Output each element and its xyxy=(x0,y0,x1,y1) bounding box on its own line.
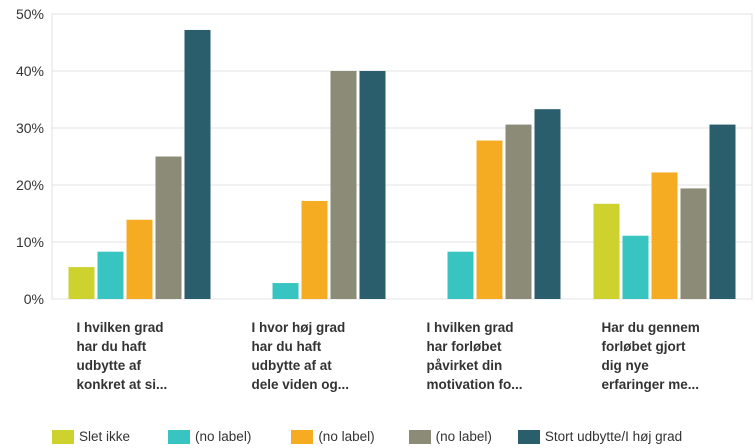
x-category-label-line: har du haft xyxy=(251,339,322,354)
bar xyxy=(622,235,649,299)
legend-label: Slet ikke xyxy=(79,429,131,444)
x-category-label: I hvilken grad har forløbet påvirket din mo… xyxy=(427,318,577,394)
bar xyxy=(534,109,561,299)
bar xyxy=(68,267,95,299)
x-category-label-line: I hvilken grad xyxy=(426,320,514,335)
x-category-label-line: motivation fo... xyxy=(426,377,523,392)
legend-item: (no label) xyxy=(291,429,375,444)
x-category-label-line: dig nye xyxy=(601,358,649,373)
legend-swatch xyxy=(291,429,314,444)
x-category-label-line: har du haft xyxy=(76,339,147,354)
bar xyxy=(651,172,678,299)
x-category-label-line: I hvor høj grad xyxy=(251,320,346,335)
y-tick-label: 40% xyxy=(16,63,44,79)
bar xyxy=(476,140,503,299)
legend-label: (no label) xyxy=(318,429,375,444)
x-category-label-line: forløbet gjort xyxy=(601,339,686,354)
x-category-label-line: konkret at si... xyxy=(76,377,168,392)
y-tick-label: 0% xyxy=(24,291,44,307)
y-tick-label: 50% xyxy=(16,6,44,22)
bar xyxy=(330,71,357,299)
bar xyxy=(301,200,328,299)
bar xyxy=(184,29,211,300)
bar xyxy=(155,156,182,299)
x-category-label-line: I hvilken grad xyxy=(76,320,164,335)
legend-item: (no label) xyxy=(408,429,492,444)
x-category-label: I hvilken grad har du haft udbytte af konkr… xyxy=(77,318,227,394)
legend-swatch xyxy=(168,429,191,444)
x-category-label: I hvor høj grad har du haft udbytte af at d… xyxy=(252,318,402,394)
x-category-label: Har du gennem forløbet gjort dig nye erfari… xyxy=(602,318,752,394)
x-category-label-line: dele viden og... xyxy=(251,377,350,392)
y-tick-label: 30% xyxy=(16,120,44,136)
legend-swatch xyxy=(408,429,431,444)
x-category-label-line: påvirket din xyxy=(426,358,503,373)
x-category-label-line: udbytte af xyxy=(76,358,142,373)
legend-swatch xyxy=(517,429,540,444)
bar xyxy=(709,124,736,299)
bar xyxy=(593,203,620,299)
legend-label: Stort udbytte/I høj grad xyxy=(544,429,683,444)
x-category-label-line: udbytte af at xyxy=(251,358,332,373)
bar xyxy=(97,251,124,299)
bar xyxy=(447,251,474,299)
legend-swatch xyxy=(52,429,74,444)
bar xyxy=(272,283,299,299)
x-category-label-line: har forløbet xyxy=(426,339,502,354)
bar xyxy=(359,71,386,299)
legend-item: Stort udbytte/I høj grad xyxy=(517,429,683,444)
legend-label: (no label) xyxy=(195,429,252,444)
bar xyxy=(680,188,707,299)
x-category-label-line: erfaringer me... xyxy=(601,377,700,392)
legend-item: Slet ikke xyxy=(52,429,130,444)
y-tick-label: 20% xyxy=(16,177,44,193)
x-category-label-line: Har du gennem xyxy=(601,320,700,335)
bar xyxy=(505,124,532,299)
legend-item: (no label) xyxy=(168,429,251,444)
y-tick-label: 10% xyxy=(16,234,44,250)
bar xyxy=(126,219,153,299)
legend-label: (no label) xyxy=(435,429,492,444)
chart-legend: Slet ikke (no label) (no label) (no label) S… xyxy=(52,429,682,444)
